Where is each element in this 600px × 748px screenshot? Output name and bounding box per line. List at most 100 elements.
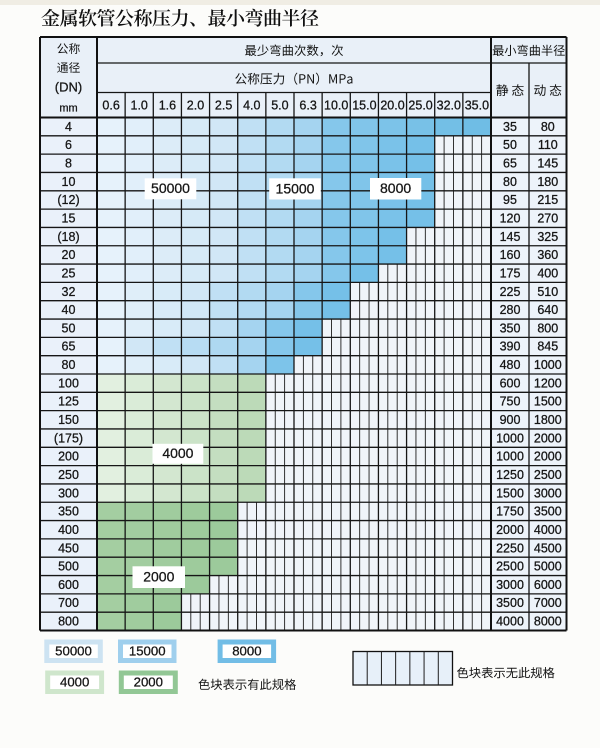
svg-text:350: 350 <box>58 505 79 519</box>
svg-text:(18): (18) <box>57 230 79 244</box>
svg-text:150: 150 <box>58 413 79 427</box>
svg-text:1500: 1500 <box>534 395 562 409</box>
svg-text:6: 6 <box>65 138 72 152</box>
svg-text:450: 450 <box>58 541 79 555</box>
svg-text:40: 40 <box>62 303 76 317</box>
svg-text:3500: 3500 <box>496 596 524 610</box>
svg-text:900: 900 <box>500 413 521 427</box>
svg-text:400: 400 <box>537 266 558 280</box>
svg-text:10: 10 <box>62 175 76 189</box>
svg-text:50: 50 <box>503 138 517 152</box>
svg-text:800: 800 <box>537 321 558 335</box>
svg-text:8000: 8000 <box>232 644 261 659</box>
svg-text:4000: 4000 <box>60 675 89 690</box>
svg-text:280: 280 <box>500 303 521 317</box>
svg-text:1000: 1000 <box>496 431 524 445</box>
svg-text:50000: 50000 <box>55 644 92 659</box>
svg-text:125: 125 <box>58 395 79 409</box>
svg-text:20.0: 20.0 <box>380 99 404 113</box>
svg-text:1800: 1800 <box>534 413 562 427</box>
svg-text:2250: 2250 <box>496 541 524 555</box>
svg-text:0.6: 0.6 <box>102 99 119 113</box>
svg-text:215: 215 <box>537 193 558 207</box>
svg-text:145: 145 <box>537 157 558 171</box>
svg-text:8000: 8000 <box>380 180 411 196</box>
svg-text:20: 20 <box>62 248 76 262</box>
svg-text:400: 400 <box>58 523 79 537</box>
svg-text:2.0: 2.0 <box>187 99 204 113</box>
svg-text:32: 32 <box>62 285 76 299</box>
svg-text:3500: 3500 <box>534 505 562 519</box>
svg-text:3000: 3000 <box>534 486 562 500</box>
svg-text:390: 390 <box>500 340 521 354</box>
svg-text:1500: 1500 <box>496 486 524 500</box>
svg-text:2000: 2000 <box>534 431 562 445</box>
svg-text:(12): (12) <box>57 193 79 207</box>
svg-text:15000: 15000 <box>276 180 315 196</box>
svg-text:(DN): (DN) <box>55 80 82 95</box>
svg-text:180: 180 <box>537 175 558 189</box>
svg-text:15000: 15000 <box>129 644 166 659</box>
svg-text:80: 80 <box>503 175 517 189</box>
svg-text:4500: 4500 <box>534 541 562 555</box>
svg-text:(175): (175) <box>54 431 83 445</box>
svg-text:4.0: 4.0 <box>243 99 260 113</box>
svg-text:50000: 50000 <box>151 180 190 196</box>
svg-text:5000: 5000 <box>534 560 562 574</box>
svg-text:1750: 1750 <box>496 505 524 519</box>
svg-text:25.0: 25.0 <box>408 99 432 113</box>
svg-text:15.0: 15.0 <box>352 99 376 113</box>
svg-text:95: 95 <box>503 193 517 207</box>
svg-text:8000: 8000 <box>534 615 562 629</box>
svg-text:500: 500 <box>58 560 79 574</box>
svg-text:1250: 1250 <box>496 468 524 482</box>
svg-text:4000: 4000 <box>534 523 562 537</box>
svg-text:3000: 3000 <box>496 578 524 592</box>
svg-text:200: 200 <box>58 450 79 464</box>
svg-text:4: 4 <box>65 120 72 134</box>
svg-text:1.0: 1.0 <box>131 99 148 113</box>
svg-text:110: 110 <box>538 138 558 152</box>
svg-text:510: 510 <box>537 285 558 299</box>
svg-text:640: 640 <box>537 303 558 317</box>
svg-text:2000: 2000 <box>534 450 562 464</box>
svg-text:800: 800 <box>58 615 79 629</box>
svg-text:50: 50 <box>62 321 76 335</box>
svg-text:80: 80 <box>62 358 76 372</box>
svg-text:350: 350 <box>500 321 521 335</box>
svg-text:2000: 2000 <box>143 569 174 585</box>
svg-text:7000: 7000 <box>534 596 562 610</box>
svg-text:32.0: 32.0 <box>437 99 461 113</box>
svg-text:700: 700 <box>58 596 79 610</box>
svg-text:1000: 1000 <box>496 450 524 464</box>
svg-text:6000: 6000 <box>534 578 562 592</box>
svg-text:600: 600 <box>58 578 79 592</box>
svg-text:600: 600 <box>500 376 521 390</box>
svg-text:80: 80 <box>541 120 555 134</box>
svg-text:mm: mm <box>59 103 77 115</box>
svg-text:250: 250 <box>58 468 79 482</box>
svg-text:480: 480 <box>500 358 521 372</box>
svg-text:160: 160 <box>500 248 521 262</box>
svg-text:25: 25 <box>62 266 76 280</box>
svg-text:35: 35 <box>503 120 517 134</box>
svg-text:5.0: 5.0 <box>271 99 288 113</box>
svg-text:750: 750 <box>500 395 521 409</box>
svg-text:2000: 2000 <box>134 675 163 690</box>
svg-text:65: 65 <box>503 157 517 171</box>
svg-text:270: 270 <box>537 212 558 226</box>
svg-text:8: 8 <box>65 157 72 171</box>
svg-text:2.5: 2.5 <box>215 99 232 113</box>
svg-text:225: 225 <box>500 285 521 299</box>
svg-text:1.6: 1.6 <box>159 99 176 113</box>
svg-text:10.0: 10.0 <box>324 99 348 113</box>
svg-text:300: 300 <box>58 486 79 500</box>
svg-text:1200: 1200 <box>534 376 562 390</box>
svg-text:65: 65 <box>62 340 76 354</box>
svg-text:35.0: 35.0 <box>465 99 489 113</box>
svg-text:100: 100 <box>58 376 79 390</box>
svg-text:2500: 2500 <box>496 560 524 574</box>
svg-text:2500: 2500 <box>534 468 562 482</box>
svg-text:2000: 2000 <box>496 523 524 537</box>
svg-text:175: 175 <box>500 266 521 280</box>
